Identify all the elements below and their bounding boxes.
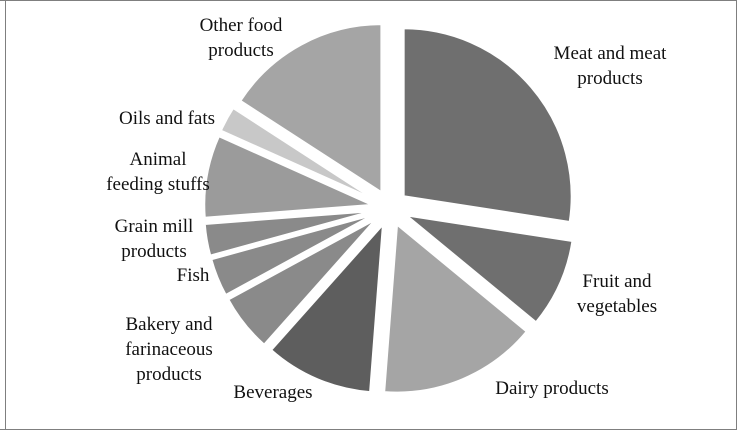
label-beverages: Beverages xyxy=(233,382,312,403)
label-grain-mill-products: Grain mill products xyxy=(115,216,194,262)
label-line: Meat and meat xyxy=(554,43,668,64)
slice-grain-mill-products xyxy=(203,210,373,257)
label-meat-and-meat-products: Meat and meat products xyxy=(554,43,668,89)
chart-left-edge xyxy=(5,0,6,430)
label-line: products xyxy=(121,241,186,262)
label-oils-and-fats: Oils and fats xyxy=(119,108,215,129)
slice-other-food-products xyxy=(239,23,383,195)
pie-labels: Meat and meat products Fruit and vegetables… xyxy=(106,15,667,403)
pie-slices xyxy=(203,23,574,394)
label-line: feeding stuffs xyxy=(106,174,210,195)
label-line: Dairy products xyxy=(495,378,608,399)
label-line: Other food xyxy=(200,15,283,36)
label-line: vegetables xyxy=(577,296,657,317)
slice-bakery-and-farinaceous-products xyxy=(226,218,377,347)
slice-fish xyxy=(210,213,374,297)
slice-dairy-products xyxy=(383,222,529,394)
slice-beverages xyxy=(269,221,385,394)
slice-animal-feeding-stuffs xyxy=(203,134,373,219)
label-other-food-products: Other food products xyxy=(200,15,283,61)
label-fish: Fish xyxy=(177,265,210,286)
label-line: Bakery and xyxy=(125,314,213,335)
label-line: Fish xyxy=(177,265,210,286)
label-fruit-and-vegetables: Fruit and vegetables xyxy=(577,271,657,317)
slice-meat-and-meat-products xyxy=(402,27,573,224)
slice-fruit-and-vegetables xyxy=(402,213,574,324)
slice-oils-and-fats xyxy=(219,106,375,201)
label-line: products xyxy=(577,68,642,89)
label-line: Fruit and xyxy=(582,271,652,292)
label-animal-feeding-stuffs: Animal feeding stuffs xyxy=(106,149,210,195)
label-line: Animal xyxy=(130,149,187,170)
label-line: Beverages xyxy=(233,382,312,403)
label-line: Oils and fats xyxy=(119,108,215,129)
label-dairy-products: Dairy products xyxy=(495,378,608,399)
label-bakery-and-farinaceous-products: Bakery and farinaceous products xyxy=(125,314,213,385)
label-line: farinaceous xyxy=(125,339,213,360)
label-line: products xyxy=(208,40,273,61)
label-line: products xyxy=(136,364,201,385)
label-line: Grain mill xyxy=(115,216,194,237)
